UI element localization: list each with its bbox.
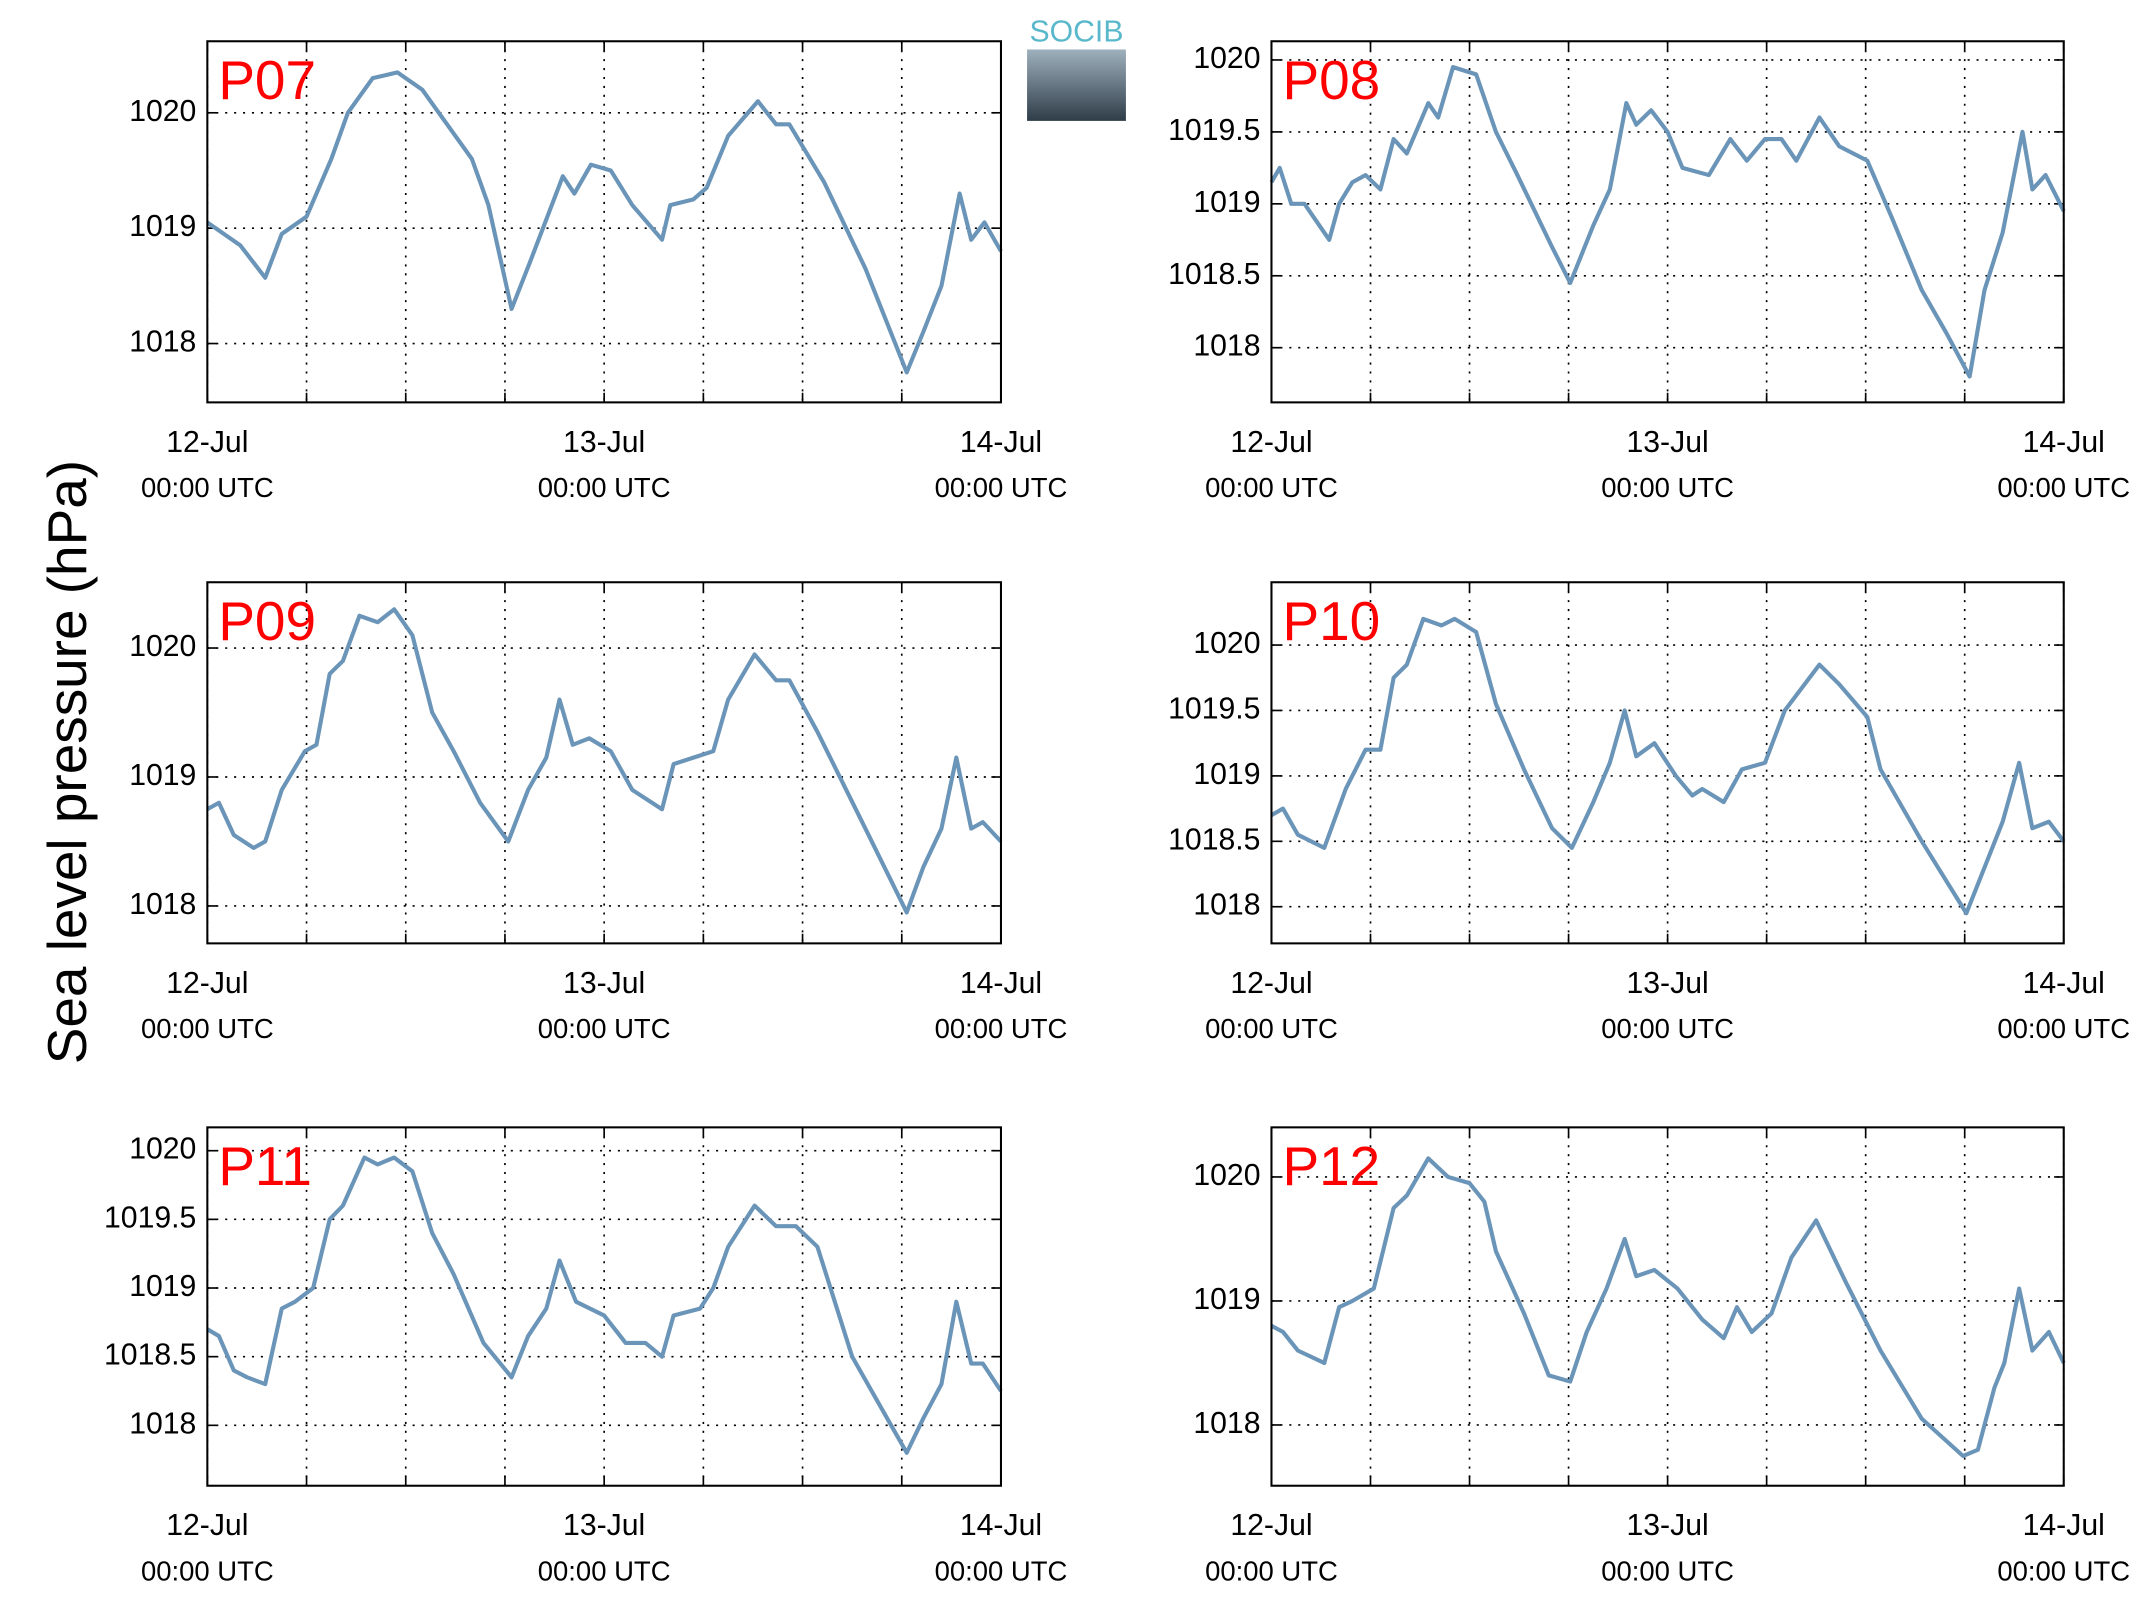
panel: 12-Jul 00:00 UTC 13-Jul 00:00 UTC 14-Jul 00:0… (1193, 1126, 2130, 1586)
logo-text: SOCIB (1030, 15, 1124, 48)
data-line (1270, 1156, 2066, 1459)
panel: 12-Jul 00:00 UTC 13-Jul 00:00 UTC 14-Jul 00:0… (129, 40, 1068, 503)
y-tick-label: 1018.5 (1168, 823, 1260, 856)
data-line (206, 70, 1003, 375)
y-tick-label: 1019 (129, 210, 196, 243)
y-tick-label: 1019.5 (1168, 692, 1260, 725)
logo: SOCIB (1027, 15, 1126, 121)
panel-title: P09 (218, 590, 316, 652)
y-tick-label: 1020 (129, 1133, 196, 1166)
y-tick-label: 1020 (129, 630, 196, 663)
plot-frame (1270, 581, 2065, 945)
y-tick-label: 1018 (129, 1407, 196, 1440)
x-tick-label: 12-Jul 00:00 UTC (1205, 426, 1338, 503)
data-line (1269, 65, 2066, 379)
panel: 12-Jul 00:00 UTC 13-Jul 00:00 UTC 14-Jul 00:0… (1168, 581, 2130, 1044)
plot-frame (206, 40, 1003, 404)
x-tick-label: 14-Jul 00:00 UTC (1997, 967, 2130, 1044)
panel: 12-Jul 00:00 UTC 13-Jul 00:00 UTC 14-Jul 00:0… (1168, 40, 2130, 503)
x-tick-label: 13-Jul 00:00 UTC (1601, 426, 1734, 503)
y-tick-label: 1020 (129, 95, 196, 128)
x-tick-label: 14-Jul 00:00 UTC (935, 1509, 1068, 1586)
panel: 12-Jul 00:00 UTC 13-Jul 00:00 UTC 14-Jul 00:0… (104, 1126, 1068, 1586)
logo-box (1027, 49, 1126, 121)
x-tick-label: 12-Jul 00:00 UTC (141, 1509, 274, 1586)
plot-frame (206, 581, 1003, 945)
x-tick-label: 14-Jul 00:00 UTC (935, 426, 1068, 503)
x-tick-label: 12-Jul 00:00 UTC (1205, 967, 1338, 1044)
x-tick-label: 13-Jul 00:00 UTC (538, 1509, 671, 1586)
data-line (1270, 616, 2066, 916)
x-tick-label: 13-Jul 00:00 UTC (538, 967, 671, 1044)
y-tick-label: 1018 (1193, 1407, 1260, 1440)
y-tick-label: 1018 (129, 326, 196, 359)
y-tick-label: 1018 (1193, 889, 1260, 922)
y-tick-label: 1019 (1193, 1283, 1260, 1316)
x-tick-label: 14-Jul 00:00 UTC (1997, 1509, 2130, 1586)
x-tick-label: 12-Jul 00:00 UTC (141, 426, 274, 503)
y-tick-label: 1020 (1193, 1159, 1260, 1192)
plot-frame (1270, 1126, 2065, 1487)
x-tick-label: 14-Jul 00:00 UTC (935, 967, 1068, 1044)
panel-title: P10 (1282, 590, 1380, 652)
y-tick-label: 1018.5 (1168, 258, 1260, 291)
x-tick-label: 13-Jul 00:00 UTC (538, 426, 671, 503)
y-tick-label: 1019 (1193, 186, 1260, 219)
y-tick-label: 1019 (129, 1270, 196, 1303)
y-tick-label: 1018.5 (104, 1339, 196, 1372)
y-tick-label: 1018 (1193, 330, 1260, 363)
panel-title: P12 (1282, 1135, 1380, 1197)
y-tick-label: 1019 (1193, 758, 1260, 791)
y-tick-label: 1019.5 (104, 1201, 196, 1234)
plot-frame (206, 1126, 1003, 1487)
y-tick-label: 1018 (129, 888, 196, 921)
data-line (206, 1155, 1003, 1455)
x-tick-label: 14-Jul 00:00 UTC (1997, 426, 2130, 503)
y-tick-label: 1020 (1193, 42, 1260, 75)
x-tick-label: 12-Jul 00:00 UTC (1205, 1509, 1338, 1586)
y-tick-label: 1019 (129, 759, 196, 792)
x-tick-label: 12-Jul 00:00 UTC (141, 967, 274, 1044)
plot-frame (1270, 40, 2065, 404)
y-tick-label: 1019.5 (1168, 114, 1260, 147)
panel-title: P11 (218, 1135, 312, 1197)
panel-title: P08 (1282, 49, 1380, 111)
x-tick-label: 13-Jul 00:00 UTC (1601, 967, 1734, 1044)
data-line (206, 607, 1003, 915)
y-axis-label: Sea level pressure (hPa) (36, 460, 98, 1064)
panel: 12-Jul 00:00 UTC 13-Jul 00:00 UTC 14-Jul 00:0… (129, 581, 1068, 1044)
x-tick-label: 13-Jul 00:00 UTC (1601, 1509, 1734, 1586)
panel-title: P07 (218, 49, 316, 111)
y-tick-label: 1020 (1193, 627, 1260, 660)
